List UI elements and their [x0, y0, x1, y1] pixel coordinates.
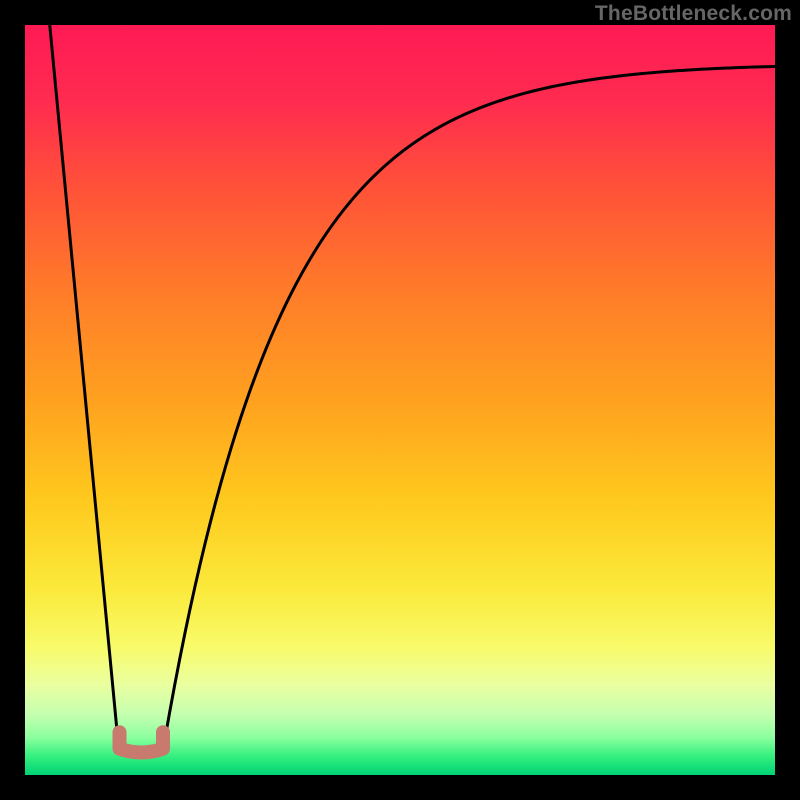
chart-canvas [0, 0, 800, 800]
bottleneck-chart: TheBottleneck.com [0, 0, 800, 800]
